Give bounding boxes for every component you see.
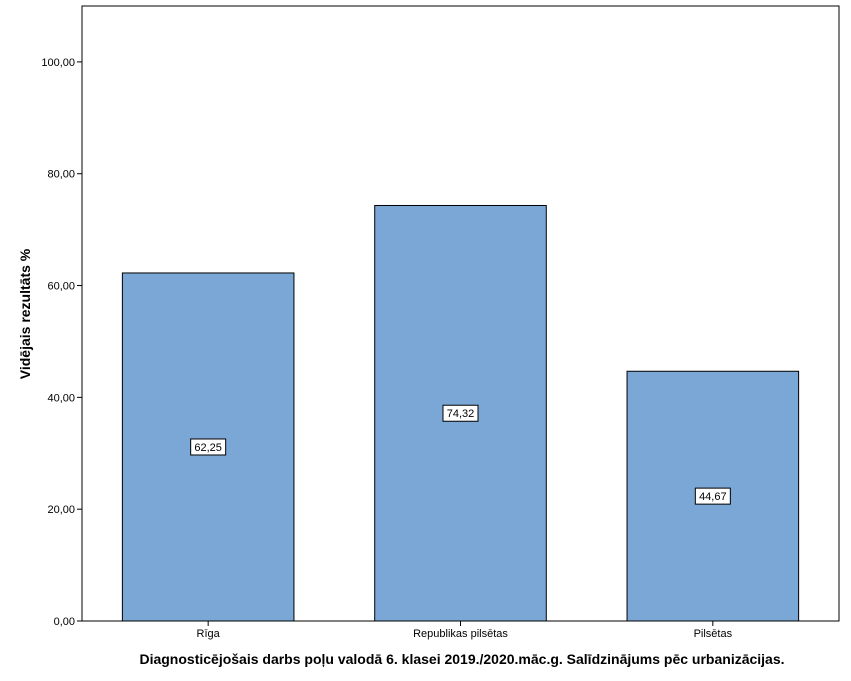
y-tick-label: 40,00 xyxy=(47,392,75,404)
y-tick-label: 20,00 xyxy=(47,504,75,516)
y-tick-label: 0,00 xyxy=(54,616,75,628)
data-label-box xyxy=(190,438,227,456)
data-label: 62,25 xyxy=(194,442,222,454)
x-tick-label: Republikas pilsētas xyxy=(413,628,508,640)
x-tick-label: Rīga xyxy=(197,628,221,640)
y-tick-label: 60,00 xyxy=(47,281,75,293)
x-tick-label: Pilsētas xyxy=(694,628,733,640)
x-axis-title: Diagnosticējošais darbs poļu valodā 6. k… xyxy=(139,651,784,667)
y-tick-label: 100,00 xyxy=(41,57,75,69)
data-label: 74,32 xyxy=(447,408,475,420)
y-axis: 0,00 20,00 40,00 60,00 80,00 100,00 xyxy=(41,57,82,628)
data-label-box xyxy=(442,404,479,422)
data-label-box xyxy=(694,487,731,505)
y-tick-label: 80,00 xyxy=(47,169,75,181)
bars-group: 62,25 74,32 44,67 xyxy=(121,204,800,622)
data-label: 44,67 xyxy=(699,491,727,503)
x-axis: Rīga Republikas pilsētas Pilsētas xyxy=(197,621,733,640)
y-axis-title: Vidējais rezultāts % xyxy=(17,248,33,379)
